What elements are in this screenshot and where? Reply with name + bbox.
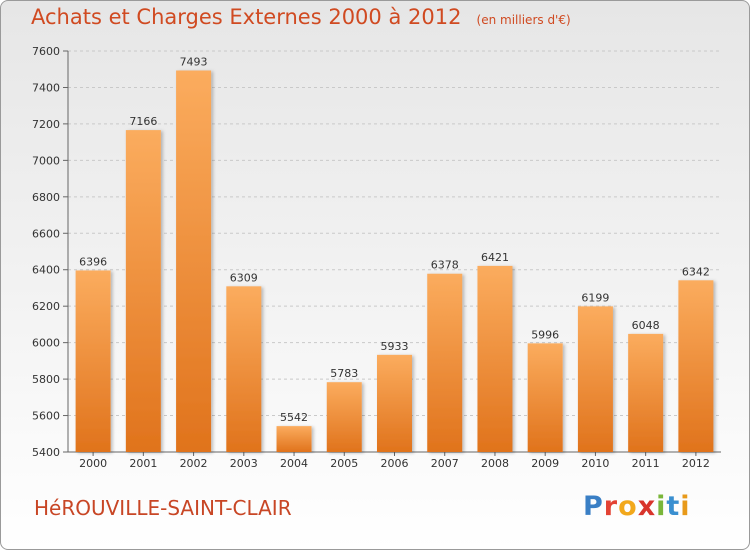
- logo-letter: i: [656, 491, 667, 522]
- title-text: Achats et Charges Externes 2000 à 2012: [31, 5, 462, 29]
- y-tick-label: 6800: [32, 191, 60, 204]
- x-tick-label: 2011: [632, 457, 660, 470]
- value-label: 6396: [79, 255, 107, 268]
- logo-letter: x: [637, 491, 657, 522]
- bar-layer: [75, 70, 714, 453]
- x-tick-label: 2005: [330, 457, 358, 470]
- y-tick-label: 5400: [32, 446, 60, 459]
- x-tick-label: 2010: [581, 457, 609, 470]
- y-tick-label: 7600: [32, 45, 60, 58]
- logo-letter: t: [666, 491, 681, 522]
- x-tick-label: 2007: [431, 457, 459, 470]
- logo-letter: r: [603, 491, 619, 522]
- bar-2004: [276, 426, 312, 452]
- x-tick-label: 2003: [230, 457, 258, 470]
- value-label: 5996: [531, 328, 559, 341]
- value-label: 6378: [431, 259, 459, 272]
- bar-2011: [628, 333, 664, 452]
- x-tick-label: 2004: [280, 457, 308, 470]
- bar-2005: [326, 382, 362, 452]
- value-label: 6309: [230, 271, 258, 284]
- x-tick-label: 2000: [79, 457, 107, 470]
- bar-2008: [477, 265, 513, 452]
- x-tick-label: 2006: [381, 457, 409, 470]
- bar-2010: [577, 306, 613, 452]
- y-tick-label: 7200: [32, 118, 60, 131]
- y-tick-label: 6200: [32, 300, 60, 313]
- y-tick-label: 7000: [32, 154, 60, 167]
- bar-2007: [427, 273, 463, 452]
- value-label: 5542: [280, 411, 308, 424]
- logo-letter: o: [618, 491, 638, 522]
- x-tick-label: 2008: [481, 457, 509, 470]
- logo-letter: i: [680, 491, 691, 522]
- logo-letter: P: [583, 491, 604, 522]
- bar-2002: [176, 70, 212, 453]
- x-tick-label: 2002: [180, 457, 208, 470]
- value-label: 6421: [481, 251, 509, 264]
- city-name: HéROUVILLE-SAINT-CLAIR: [34, 496, 292, 520]
- chart-title: Achats et Charges Externes 2000 à 2012 (…: [31, 5, 571, 29]
- title-unit: (en milliers d'€): [476, 13, 571, 27]
- y-tick-label: 5600: [32, 410, 60, 423]
- value-label: 5783: [330, 367, 358, 380]
- bar-2003: [226, 286, 262, 452]
- bar-2012: [678, 280, 714, 452]
- value-label: 6048: [632, 319, 660, 332]
- bar-2000: [75, 270, 111, 452]
- x-tick-label: 2009: [531, 457, 559, 470]
- y-tick-label: 7400: [32, 81, 60, 94]
- bar-2006: [377, 354, 412, 452]
- x-tick-label: 2001: [129, 457, 157, 470]
- value-label: 5933: [381, 340, 409, 353]
- y-tick-label: 6400: [32, 264, 60, 277]
- value-label: 6199: [581, 291, 609, 304]
- bar-2001: [125, 130, 161, 452]
- y-tick-label: 6600: [32, 227, 60, 240]
- bar-2009: [527, 343, 563, 452]
- label-layer: 6396 7166 7493 6309 5542 5783 5933 6378 6421 5996…: [79, 56, 710, 425]
- value-label: 7493: [180, 56, 208, 69]
- proxiti-logo[interactable]: Proxiti: [583, 491, 691, 522]
- axis-layer: 5400 5600 5800 6000 6200 6400 6600 6800 7000 7200…: [32, 45, 721, 470]
- y-tick-label: 6000: [32, 337, 60, 350]
- x-tick-label: 2012: [682, 457, 710, 470]
- y-tick-label: 5800: [32, 373, 60, 386]
- value-label: 7166: [129, 115, 157, 128]
- value-label: 6342: [682, 265, 710, 278]
